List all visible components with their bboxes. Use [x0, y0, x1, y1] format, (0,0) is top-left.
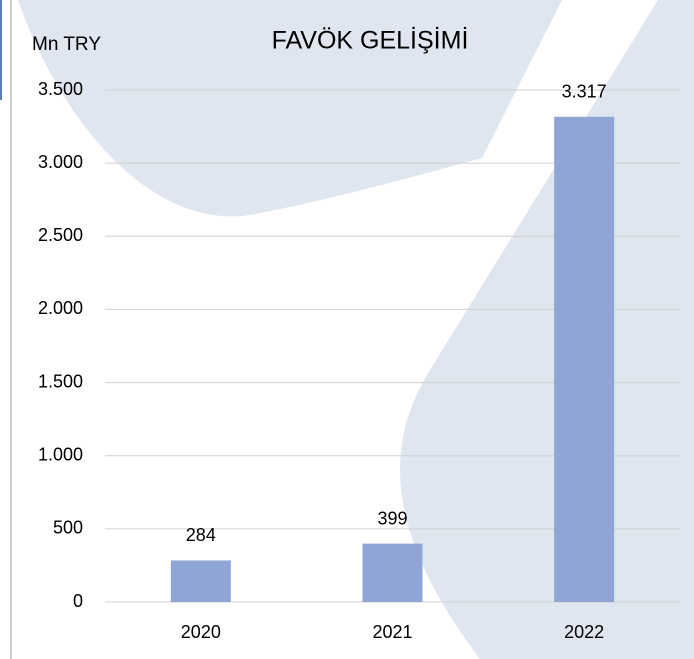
value-label: 399 — [377, 508, 407, 528]
y-tick-label: 1.500 — [38, 371, 83, 391]
y-tick-label: 500 — [53, 518, 83, 538]
value-label: 3.317 — [562, 82, 607, 102]
value-label: 284 — [186, 525, 216, 545]
x-tick-label: 2021 — [372, 622, 412, 642]
chart-title: FAVÖK GELİŞİMİ — [272, 26, 469, 55]
x-tick-label: 2020 — [181, 622, 221, 642]
y-tick-label: 3.000 — [38, 152, 83, 172]
x-tick-label: 2022 — [564, 622, 604, 642]
y-tick-label: 2.000 — [38, 298, 83, 318]
bar — [554, 116, 615, 602]
y-axis-label: Mn TRY — [32, 34, 101, 55]
y-tick-label: 0 — [73, 591, 83, 611]
y-tick-label: 2.500 — [38, 225, 83, 245]
background-shape — [18, 0, 562, 217]
bar — [362, 543, 423, 602]
background-shape — [400, 0, 694, 659]
y-tick-label: 1.000 — [38, 444, 83, 464]
y-tick-label: 3.500 — [38, 79, 83, 99]
bar — [170, 560, 231, 602]
